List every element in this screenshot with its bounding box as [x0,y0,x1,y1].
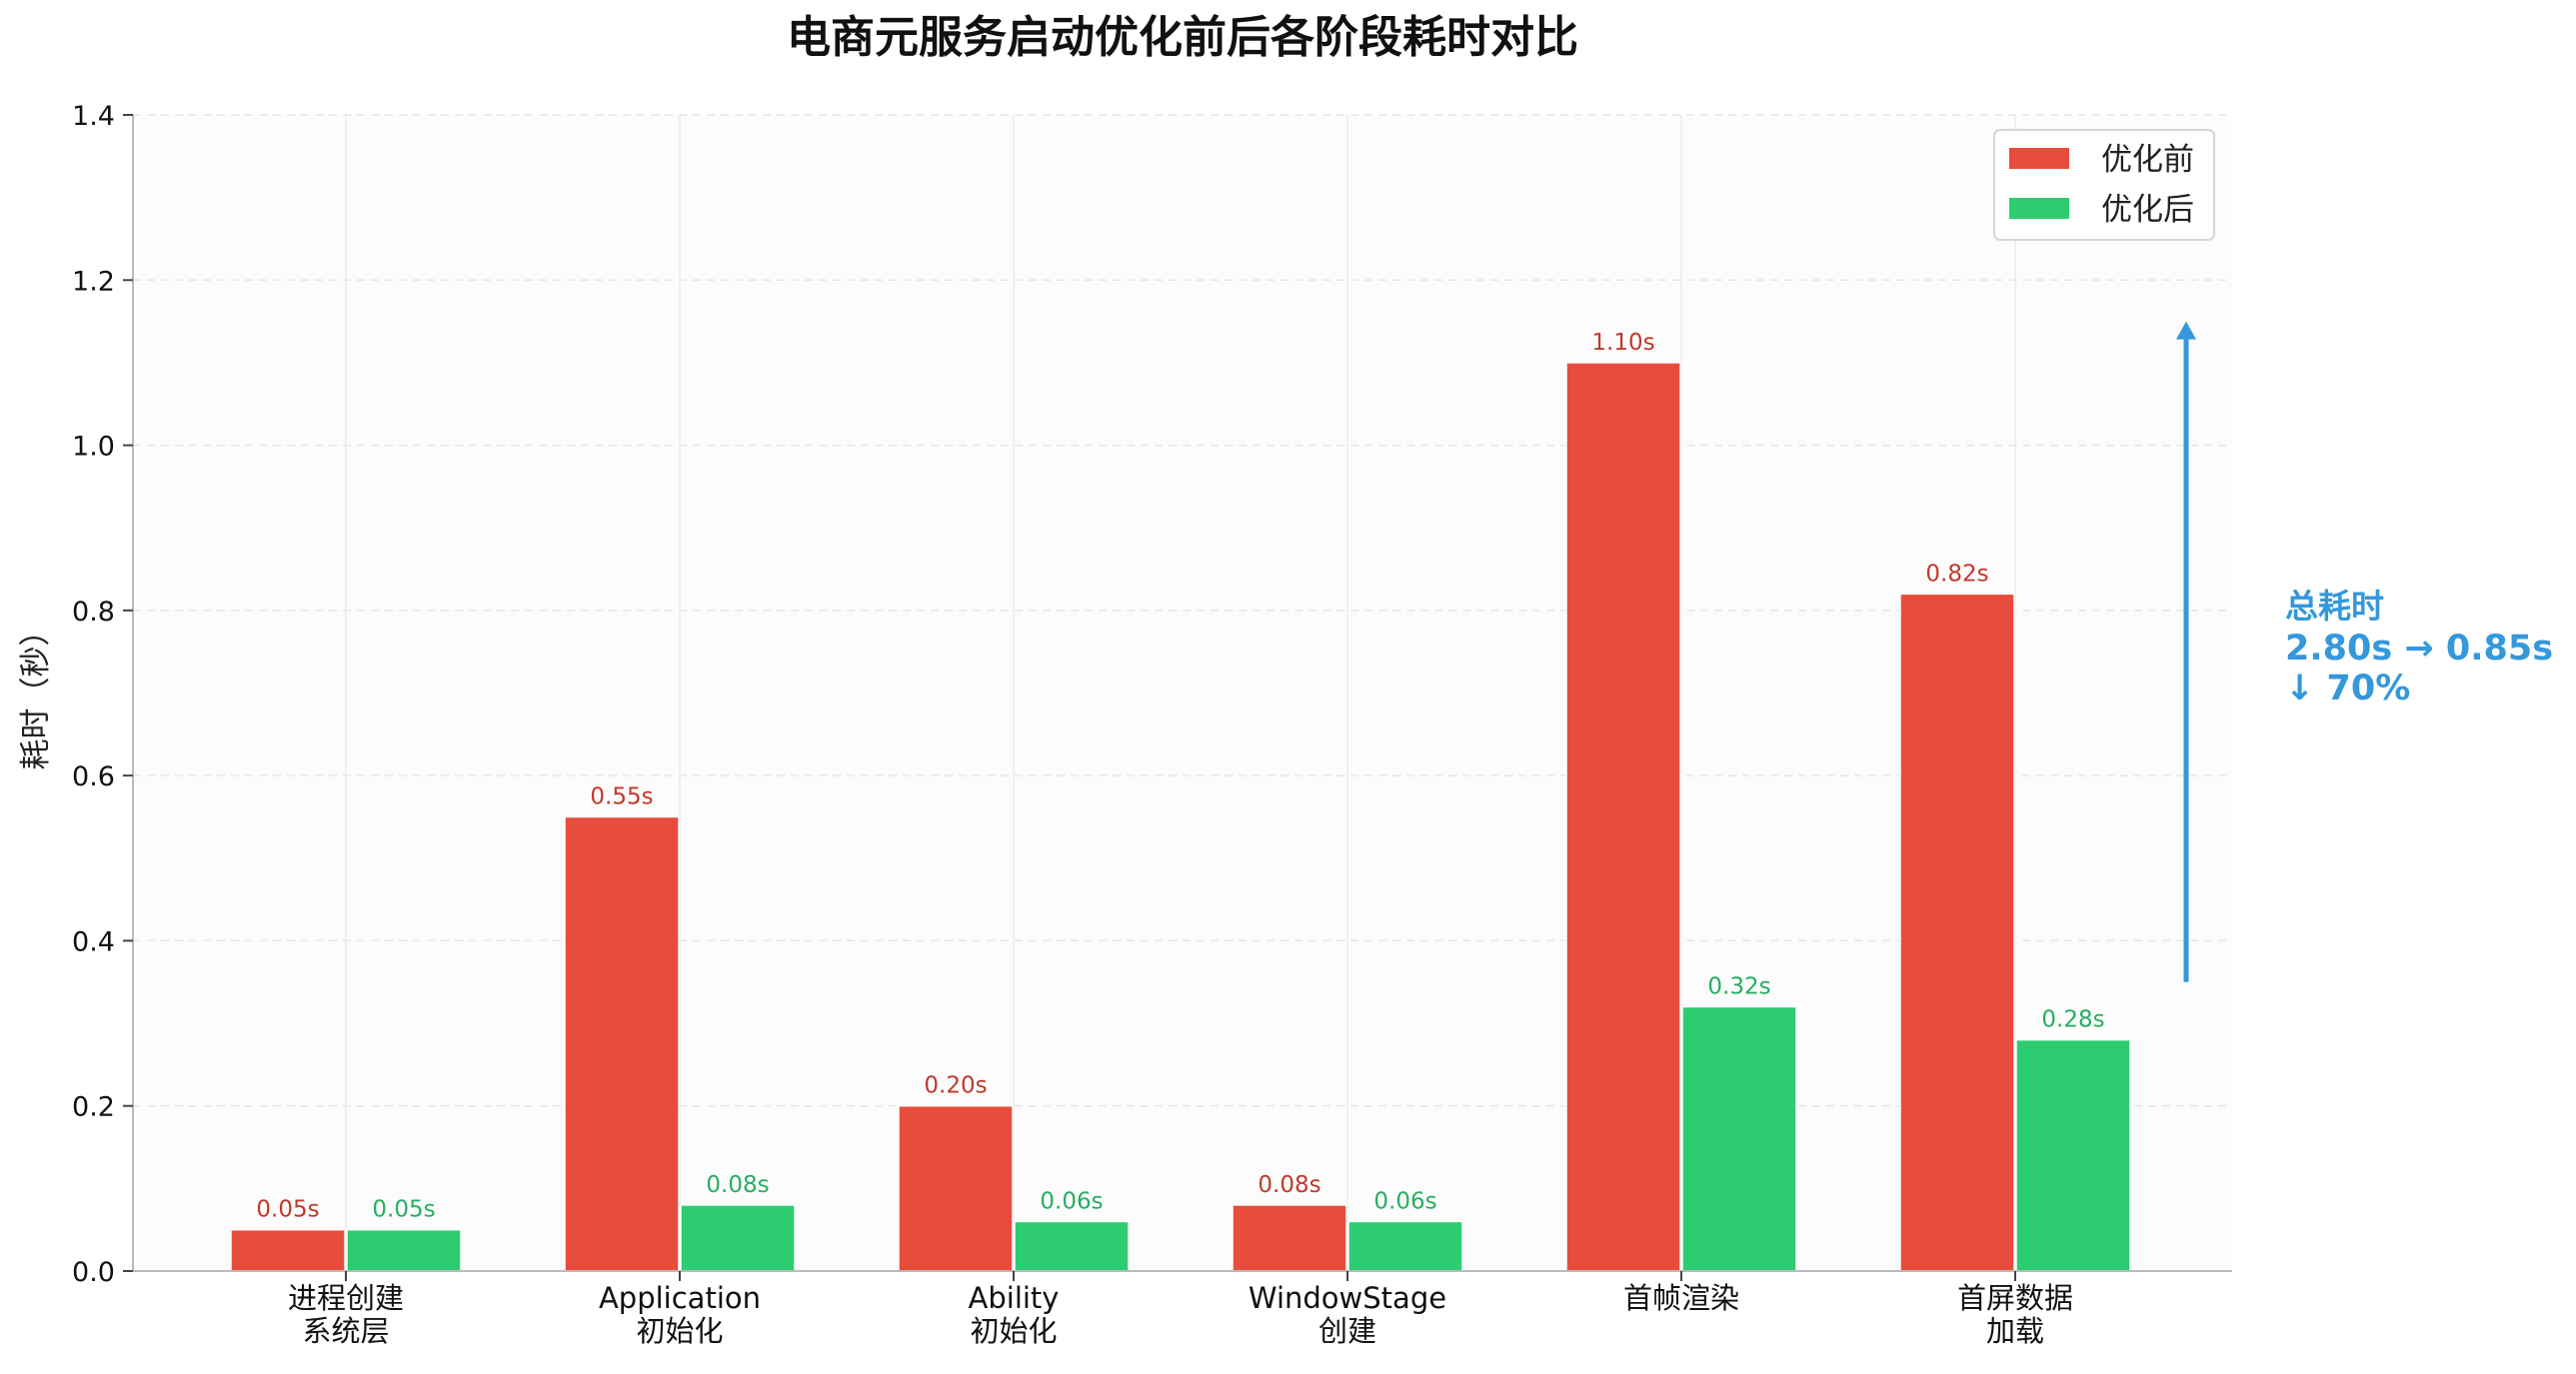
bar-value-label: 0.08s [1258,1172,1320,1198]
bars [230,362,2131,1272]
chart-title: 电商元服务启动优化前后各阶段耗时对比 [787,12,1578,63]
x-tick-label: 进程创建 [288,1281,404,1315]
bar [1681,1005,1797,1272]
bar-value-label: 0.05s [372,1197,435,1223]
y-tick-label: 1.2 [72,266,115,297]
bar [898,1104,1014,1272]
bar-value-label: 0.05s [256,1197,319,1223]
x-tick-label: 初始化 [636,1314,723,1348]
legend: 优化前 优化后 [1993,129,2215,241]
y-tick-label: 1.0 [72,432,115,463]
x-tick-label: Ability [969,1281,1060,1315]
legend-label-before: 优化前 [2101,142,2194,178]
annotation-line-2: 2.80s → 0.85s [2285,629,2553,669]
annotation-line-1: 总耗时 [2285,587,2384,626]
y-tick-label: 0.4 [72,926,115,957]
x-tick-label: 初始化 [970,1314,1057,1348]
bar-value-label: 0.06s [1373,1188,1436,1214]
y-tick-label: 1.4 [72,101,115,132]
bar-value-label: 0.28s [2041,1007,2104,1033]
y-tick-label: 0.6 [72,761,115,792]
legend-swatch-after [2009,198,2069,219]
legend-label-after: 优化后 [2101,192,2194,228]
y-tick-label: 0.8 [72,597,115,628]
annotation-arrow-head [2176,321,2196,340]
bar-value-label: 0.55s [590,783,653,809]
bar-value-label: 0.82s [1925,561,1988,587]
bar [1899,593,2015,1272]
bar-value-label: 0.20s [924,1073,987,1099]
y-tick-label: 0.0 [72,1257,115,1288]
bar-value-label: 0.08s [706,1172,769,1198]
bar [1232,1204,1347,1272]
bar [346,1228,462,1272]
x-tick-label: Application [599,1281,761,1315]
x-tick-label: 系统层 [302,1314,389,1348]
bar-value-labels: 0.05s 0.55s 0.20s 0.08s 1.10s 0.82s 0.05s 0.08s… [256,330,2104,1223]
bar [680,1204,796,1272]
bar [1014,1220,1130,1272]
bar [1347,1220,1463,1272]
annotation-line-3: ↓ 70% [2285,669,2410,708]
y-axis-label: 耗时（秒） [18,616,54,770]
x-tick-label: 加载 [1986,1314,2044,1348]
bar [1565,362,1681,1272]
x-tick-label: WindowStage [1249,1281,1446,1315]
grid-lines [133,114,2232,1271]
bar-value-label: 0.32s [1707,974,1770,1000]
axes [132,115,2232,1272]
x-ticks: 进程创建系统层Application初始化Ability初始化WindowSta… [288,1271,2073,1348]
y-tick-label: 0.2 [72,1092,115,1123]
bar [230,1228,346,1272]
legend-swatch-before [2009,148,2069,169]
bar-value-label: 1.10s [1591,330,1654,356]
plot-background [133,115,2232,1271]
x-tick-label: 首屏数据 [1957,1281,2073,1315]
bar [2015,1038,2131,1272]
bar [564,815,680,1272]
y-ticks: 0.0 0.2 0.4 0.6 0.8 1.0 1.2 1.4 [72,101,133,1288]
total-time-annotation: 总耗时 2.80s → 0.85s ↓ 70% [2176,321,2553,982]
x-tick-label: 创建 [1318,1314,1376,1348]
x-tick-label: 首帧渲染 [1623,1281,1739,1315]
bar-value-label: 0.06s [1040,1188,1103,1214]
